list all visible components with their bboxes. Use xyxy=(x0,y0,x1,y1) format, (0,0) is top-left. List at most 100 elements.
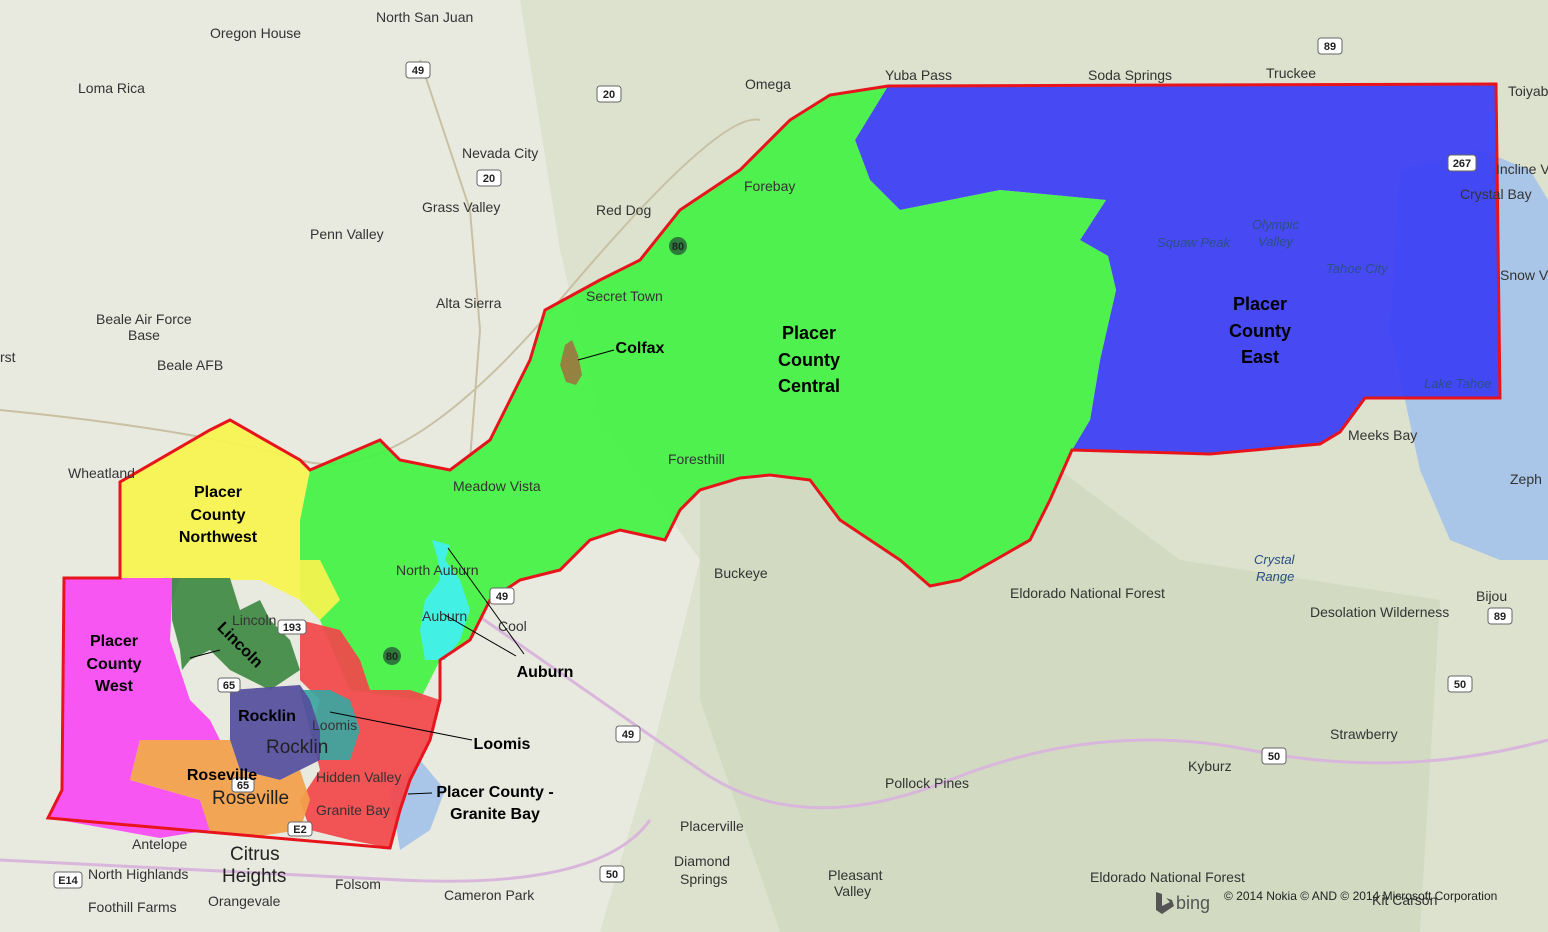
highway-shield: 49 xyxy=(405,61,431,79)
place-label: Omega xyxy=(745,76,791,92)
region-label-auburn: Auburn xyxy=(517,664,574,681)
svg-text:Placer: Placer xyxy=(782,323,836,343)
place-label: Diamond xyxy=(674,853,730,869)
svg-text:65: 65 xyxy=(223,680,235,692)
leader-line xyxy=(329,711,473,741)
svg-text:E14: E14 xyxy=(58,875,78,887)
place-label: Nevada City xyxy=(462,145,538,161)
highway-shield: 50 xyxy=(599,865,625,883)
svg-text:Central: Central xyxy=(778,376,840,396)
place-label: Eldorado National Forest xyxy=(1010,585,1165,601)
svg-text:65: 65 xyxy=(237,780,249,792)
place-label: Pleasant xyxy=(828,867,883,883)
place-label: Zeph xyxy=(1510,471,1542,487)
region-lincoln[interactable] xyxy=(172,578,300,690)
region-colfax[interactable] xyxy=(560,340,582,385)
place-label: Secret Town xyxy=(586,288,663,304)
place-label: Toiyabе xyxy=(1508,83,1548,99)
svg-text:89: 89 xyxy=(1494,611,1506,623)
highway-shield: 50 xyxy=(1447,675,1473,693)
place-label: Beale Air Force xyxy=(96,311,192,327)
place-label: Tahoe City xyxy=(1326,261,1389,276)
region-west[interactable] xyxy=(48,578,220,838)
place-label: Antelope xyxy=(132,836,187,852)
place-label: Lincoln xyxy=(232,612,276,628)
place-label: Roseville xyxy=(212,788,289,809)
region-central[interactable] xyxy=(300,86,1116,700)
place-label: Red Dog xyxy=(596,202,651,218)
place-label: Grass Valley xyxy=(422,199,500,215)
bing-icon xyxy=(1156,892,1174,914)
place-label: Forebay xyxy=(744,178,795,194)
place-label: Squaw Peak xyxy=(1157,235,1231,250)
highway-shield: 20 xyxy=(476,169,502,187)
interstate-shield: 80 xyxy=(383,647,401,665)
svg-text:E2: E2 xyxy=(293,824,306,836)
place-label: Range xyxy=(1256,569,1294,584)
place-label: Valley xyxy=(1258,234,1294,249)
svg-text:20: 20 xyxy=(603,89,615,101)
region-label-colfax: Colfax xyxy=(616,340,665,357)
highway-shield: 267 xyxy=(1447,154,1477,172)
svg-text:50: 50 xyxy=(1268,751,1280,763)
svg-text:49: 49 xyxy=(622,729,634,741)
place-label: Valley xyxy=(834,883,871,899)
svg-text:49: 49 xyxy=(412,65,424,77)
place-label: Truckee xyxy=(1266,65,1316,81)
interstate-shield: 80 xyxy=(669,237,687,255)
place-label: Heights xyxy=(222,866,286,887)
place-label: Orangevale xyxy=(208,893,281,909)
leader-line xyxy=(577,349,615,361)
svg-text:County: County xyxy=(86,656,141,673)
region-label-east: Placer County East xyxy=(1229,294,1291,367)
svg-text:50: 50 xyxy=(606,869,618,881)
svg-text:80: 80 xyxy=(386,651,398,663)
place-label: Penn Valley xyxy=(310,226,384,242)
place-label: Crystal Bay xyxy=(1460,186,1532,202)
place-label: Pollock Pines xyxy=(885,775,969,791)
highway-line xyxy=(0,819,652,883)
region-northwest[interactable] xyxy=(120,420,340,620)
svg-text:89: 89 xyxy=(1324,41,1336,53)
place-label: Springs xyxy=(680,871,727,887)
place-label: Hidden Valley xyxy=(316,769,401,785)
road-line xyxy=(419,59,482,461)
place-label: Auburn xyxy=(422,608,467,624)
place-label: Beale AFB xyxy=(157,357,223,373)
svg-text:bing: bing xyxy=(1176,893,1210,913)
highway-shield: 89 xyxy=(1317,37,1343,55)
svg-text:Placer: Placer xyxy=(194,484,242,501)
place-label: Loomis xyxy=(312,717,357,733)
place-label: Placerville xyxy=(680,818,744,834)
road-line xyxy=(0,118,761,465)
highway-shield: 49 xyxy=(489,587,515,605)
svg-text:County: County xyxy=(190,507,245,524)
place-label: Incline V xyxy=(1496,161,1548,177)
region-east[interactable] xyxy=(855,84,1500,454)
region-label-west: Placer County West xyxy=(86,633,141,695)
place-label: Loma Rica xyxy=(78,80,145,96)
copyright-text: © 2014 Nokia © AND © 2014 Microsoft Corp… xyxy=(1224,889,1497,903)
leader-line xyxy=(444,614,517,657)
highway-shield: 193 xyxy=(277,619,307,635)
highway-shield: E14 xyxy=(53,871,83,889)
region-auburn[interactable] xyxy=(420,540,470,660)
region-label-northwest: Placer County Northwest xyxy=(179,484,258,546)
region-roseville[interactable] xyxy=(130,740,310,836)
place-label: Bijou xyxy=(1476,588,1507,604)
highway-shield: 65 xyxy=(231,777,255,793)
bing-logo: bing xyxy=(1156,892,1210,914)
place-label: North San Juan xyxy=(376,9,473,25)
highway-shield: 50 xyxy=(1261,747,1287,765)
place-label: Crystal xyxy=(1254,552,1296,567)
highway-shield: 20 xyxy=(596,85,622,103)
place-label: Folsom xyxy=(335,876,381,892)
place-label: Buckeye xyxy=(714,565,768,581)
eldorado-forest-area xyxy=(700,470,1440,932)
region-label-rocklin: Rocklin xyxy=(238,708,296,725)
region-rocklin[interactable] xyxy=(230,685,320,780)
leader-line xyxy=(407,792,433,795)
svg-text:Placer County -: Placer County - xyxy=(436,784,553,801)
